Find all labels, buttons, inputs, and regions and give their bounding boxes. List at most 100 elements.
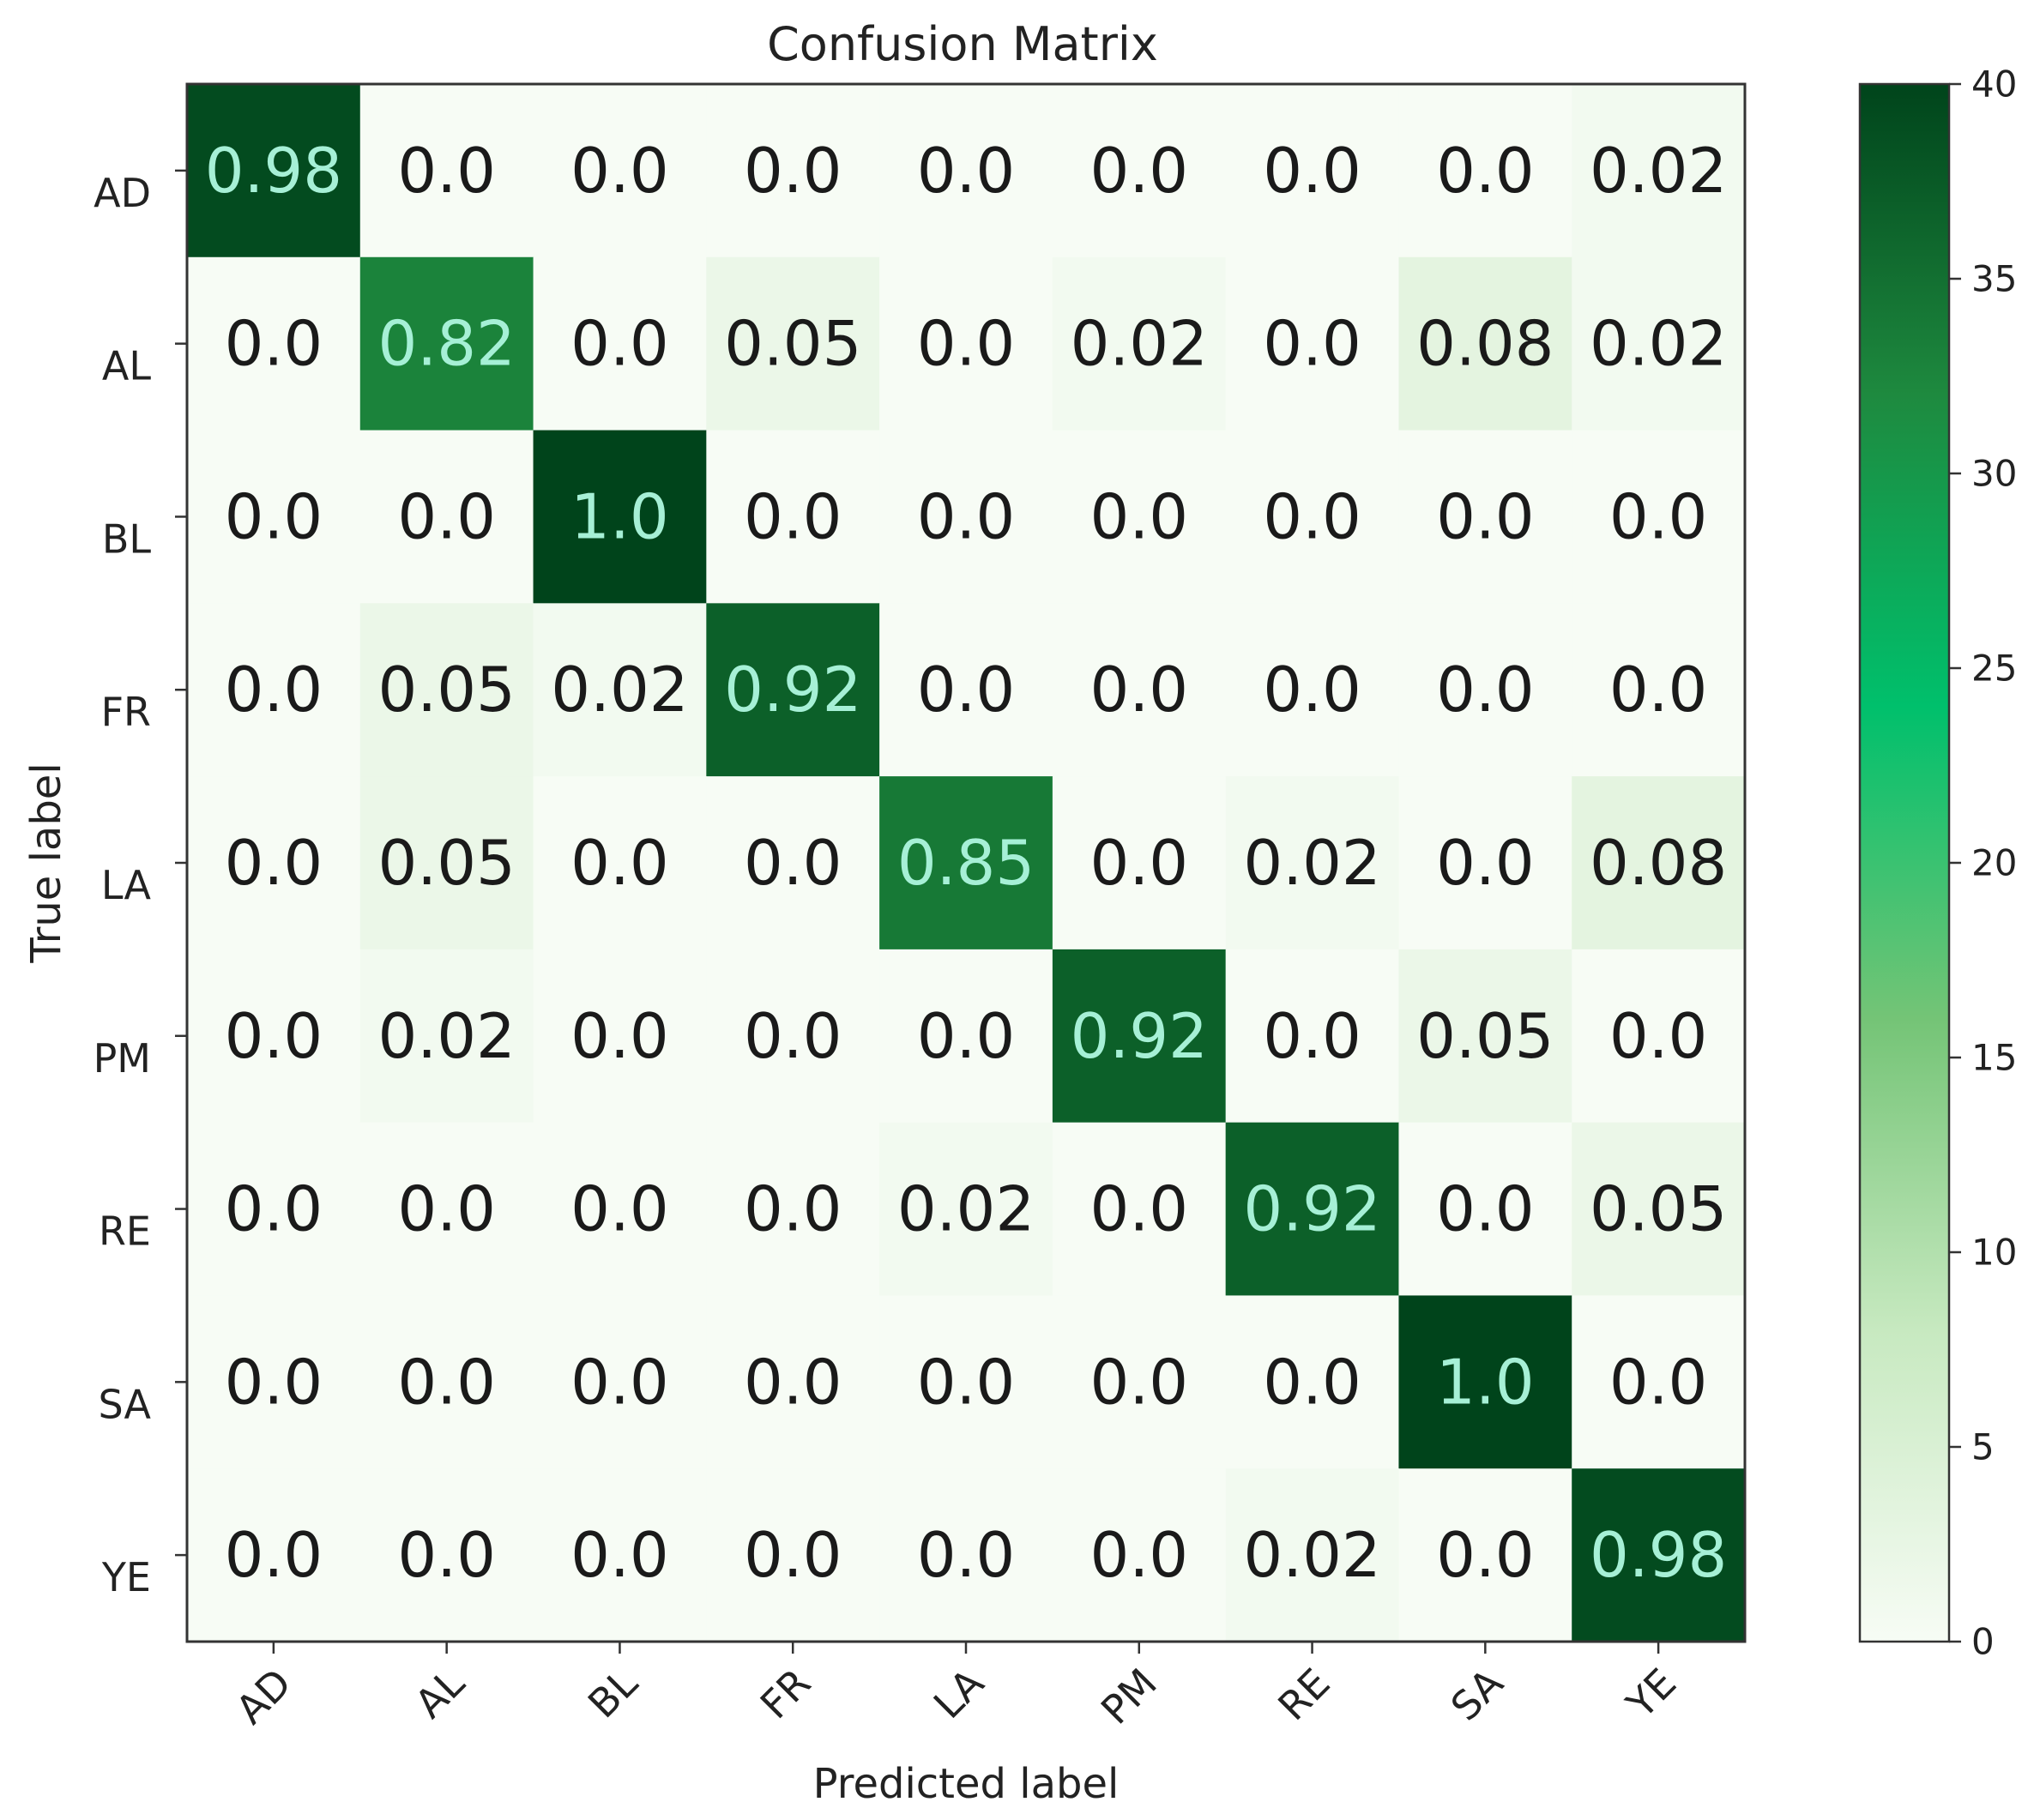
heatmap-cell [706, 430, 880, 604]
heatmap-cell [1225, 1468, 1399, 1642]
cell-value-label: 0.0 [570, 1173, 669, 1245]
y-tick-label: RE [99, 1208, 151, 1255]
colorbar-tick-label: 5 [1971, 1426, 1995, 1468]
cell-value-label: 0.0 [917, 1346, 1016, 1418]
y-axis-ticks: AD AL BL FR LA PM RE SA YE [94, 169, 187, 1600]
cell-value-label: 0.0 [1436, 480, 1535, 552]
heatmap-cell [1398, 1122, 1572, 1296]
heatmap-cell [1052, 430, 1227, 604]
heatmap-cell [1225, 430, 1399, 604]
cell-value-label: 0.0 [744, 1519, 842, 1591]
cell-value-label: 0.0 [397, 1346, 496, 1418]
x-tick-label: BL [579, 1660, 647, 1727]
cell-value-label: 0.0 [917, 308, 1016, 380]
cell-value-label: 0.0 [225, 308, 323, 380]
y-tick-label: AL [102, 343, 151, 389]
heatmap-cell [706, 84, 880, 258]
cell-value-label: 0.0 [570, 1346, 669, 1418]
heatmap-cell [187, 949, 361, 1124]
cell-value-label: 0.0 [397, 1519, 496, 1591]
heatmap-cell [533, 84, 707, 258]
cell-value-label: 0.0 [917, 1519, 1016, 1591]
heatmap-cell [1225, 84, 1399, 258]
cell-value-label: 0.0 [1436, 1519, 1535, 1591]
cell-value-label: 0.0 [570, 135, 669, 207]
heatmap-cell [187, 603, 361, 777]
heatmap-cell [706, 1122, 880, 1296]
heatmap-cell [187, 1295, 361, 1469]
cell-value-label: 0.05 [1416, 1000, 1554, 1072]
heatmap-cell [533, 1295, 707, 1469]
cell-value-label: 0.0 [1263, 1346, 1361, 1418]
cell-value-label: 0.0 [1609, 1000, 1708, 1072]
cell-value-label: 0.0 [1609, 480, 1708, 552]
heatmap-cell [706, 603, 880, 777]
heatmap-cell [1052, 84, 1227, 258]
heatmap-cell [1225, 256, 1399, 431]
cell-value-label: 0.0 [225, 654, 323, 726]
cell-value-label: 0.02 [1590, 308, 1727, 380]
cell-value-label: 0.0 [225, 827, 323, 899]
cell-value-label: 0.0 [1436, 1173, 1535, 1245]
x-tick-label: LA [925, 1660, 993, 1728]
y-axis-label: True label [22, 762, 70, 963]
cell-value-label: 0.0 [570, 1000, 669, 1072]
cell-value-label: 0.02 [1243, 1519, 1380, 1591]
heatmap-cell [533, 1468, 707, 1642]
heatmap-cell [1572, 84, 1746, 258]
heatmap-cell [706, 949, 880, 1124]
heatmap-cell [533, 776, 707, 950]
heatmap-cell [1398, 430, 1572, 604]
cell-value-label: 0.0 [225, 1173, 323, 1245]
heatmap-cell [879, 1295, 1053, 1469]
cell-value-label: 0.0 [1090, 1173, 1189, 1245]
x-tick-label: AD [226, 1660, 299, 1733]
heatmap-cell [1572, 949, 1746, 1124]
cell-value-label: 0.0 [1090, 827, 1189, 899]
heatmap-cell [533, 256, 707, 431]
cell-value-label: 0.0 [570, 1519, 669, 1591]
heatmap-cell [187, 430, 361, 604]
heatmap-cell [1572, 1468, 1746, 1642]
cell-value-label: 0.92 [724, 654, 861, 726]
cell-value-label: 0.08 [1416, 308, 1554, 380]
heatmap-cell [1398, 603, 1572, 777]
cell-value-label: 0.05 [378, 827, 516, 899]
cell-value-label: 0.82 [378, 308, 516, 380]
x-tick-label: RE [1269, 1660, 1338, 1729]
heatmap-cell [187, 256, 361, 431]
heatmap-cell [1572, 1122, 1746, 1296]
heatmap-cell [187, 776, 361, 950]
cell-value-label: 0.98 [205, 135, 342, 207]
cell-value-label: 0.0 [917, 480, 1016, 552]
cell-value-label: 0.02 [551, 654, 688, 726]
cell-value-label: 0.92 [1243, 1173, 1380, 1245]
heatmap-cell [1398, 1468, 1572, 1642]
cell-value-label: 0.0 [397, 135, 496, 207]
heatmap-cell [879, 949, 1053, 1124]
heatmap-cell [359, 1468, 534, 1642]
x-axis-label: Predicted label [813, 1760, 1120, 1808]
y-tick-label: PM [94, 1035, 151, 1082]
cell-value-label: 0.02 [378, 1000, 516, 1072]
cell-value-label: 0.08 [1590, 827, 1727, 899]
cell-value-label: 0.0 [917, 654, 1016, 726]
cell-value-label: 0.0 [570, 308, 669, 380]
cell-value-label: 0.05 [724, 308, 861, 380]
heatmap-cell [1052, 949, 1227, 1124]
heatmap-cell [1052, 1295, 1227, 1469]
heatmap-cell [1225, 1295, 1399, 1469]
heatmap-cell [879, 603, 1053, 777]
cell-value-label: 0.0 [1090, 1346, 1189, 1418]
colorbar-tick-label: 35 [1971, 258, 2017, 300]
y-tick-label: LA [101, 862, 152, 908]
cell-value-label: 0.0 [1263, 480, 1361, 552]
heatmap-cell [359, 256, 534, 431]
cell-value-label: 0.0 [744, 480, 842, 552]
cell-value-label: 0.0 [397, 480, 496, 552]
cell-value-labels: 0.98 0.0 0.0 0.0 0.0 0.0 0.0 0.0 0.02 0.0 0.82 0.0 0… [205, 135, 1728, 1591]
cell-value-label: 0.0 [1436, 827, 1535, 899]
cell-value-label: 0.02 [1071, 308, 1208, 380]
cell-value-label: 0.02 [897, 1173, 1035, 1245]
heatmap-cell [359, 776, 534, 950]
